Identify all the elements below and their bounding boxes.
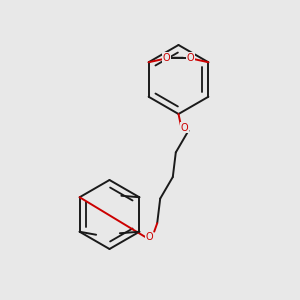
Text: O: O	[163, 53, 170, 63]
Text: O: O	[181, 123, 188, 133]
Text: O: O	[145, 232, 153, 242]
Text: O: O	[187, 53, 194, 63]
